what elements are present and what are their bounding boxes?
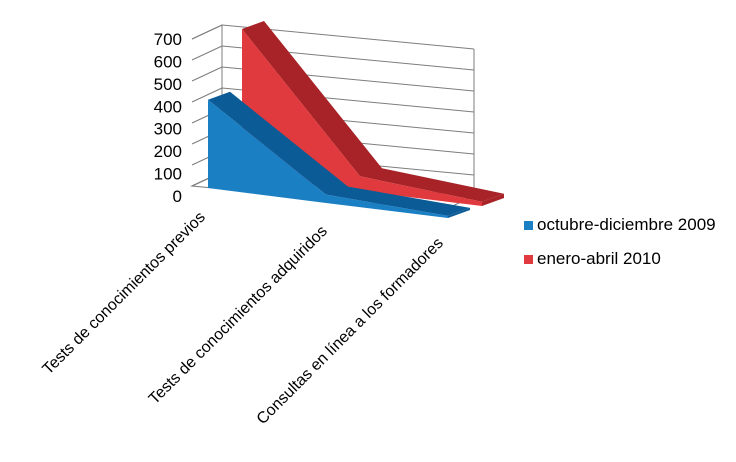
legend: octubre-diciembre 2009 enero-abril 2010 (524, 215, 716, 268)
series-1-top-face (242, 21, 504, 202)
gridline-side (191, 87, 223, 103)
legend-swatch-0 (524, 221, 533, 230)
gridline-side (191, 45, 223, 61)
series-layer (207, 21, 504, 218)
y-tick-label: 0 (173, 187, 182, 206)
y-tick-label: 400 (154, 97, 182, 116)
series-0-front-face (208, 99, 448, 218)
legend-label-1: enero-abril 2010 (537, 249, 661, 268)
legend-swatch-1 (524, 255, 533, 264)
y-tick-label: 300 (154, 120, 182, 139)
series-0-end-cap (448, 207, 470, 218)
legend-label-0: octubre-diciembre 2009 (537, 215, 716, 234)
y-tick-label: 200 (154, 142, 182, 161)
y-tick-label: 600 (154, 52, 182, 71)
series-0-top-face (208, 91, 470, 216)
y-axis-ticks: 0 100 200 300 400 500 600 700 (154, 30, 182, 206)
x-category-label: Tests de conocimientos previos (40, 209, 209, 378)
y-tick-label: 500 (154, 75, 182, 94)
gridline-side (191, 66, 223, 82)
series-1-end-cap (482, 193, 504, 206)
y-tick-label: 100 (154, 165, 182, 184)
gridline-side (191, 24, 223, 40)
y-tick-label: 700 (154, 30, 182, 49)
